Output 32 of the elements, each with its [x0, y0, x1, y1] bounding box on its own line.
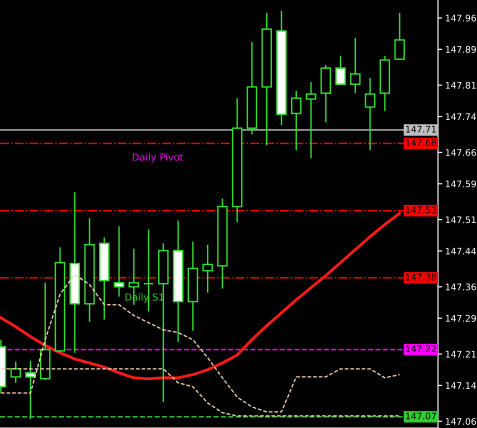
ref-line-label: 147.68: [406, 139, 436, 146]
line-series: [0, 212, 401, 380]
ref-line-label: 147.22: [406, 345, 436, 352]
y-tick-label: 147.66: [446, 149, 476, 156]
y-tick-label: 147.81: [446, 82, 476, 89]
y-tick-label: 147.29: [446, 314, 476, 322]
y-tick-label: 147.21: [446, 350, 476, 358]
candlestick: [290, 90, 302, 151]
y-tick-label: 147.06: [446, 418, 476, 425]
y-tick-label: 147.59: [446, 180, 476, 188]
y-tick-label: 147.14: [446, 382, 476, 389]
candlestick: [114, 226, 124, 298]
y-tick-label: 147.51: [446, 216, 476, 224]
line-series: [0, 274, 400, 412]
candlestick: [25, 360, 36, 420]
candlestick: [335, 55, 346, 85]
ref-line-label: 147.71: [406, 126, 436, 132]
y-tick-label: 147.89: [446, 46, 476, 53]
y-tick-label: 147.44: [446, 248, 476, 254]
annotation: Daily Pivot: [132, 153, 184, 163]
ref-line-label: 147.38: [406, 274, 436, 280]
candlestick: [202, 244, 213, 294]
candlestick: [394, 12, 405, 60]
candlestick: [10, 360, 21, 384]
candlestick: [350, 37, 361, 94]
ref-line-label: 147.07: [406, 412, 436, 420]
candlestick: [306, 81, 316, 159]
y-tick-label: 147.96: [446, 14, 476, 22]
ref-line-label: 147.53: [406, 206, 436, 214]
y-tick-label: 147.74: [446, 113, 476, 120]
y-tick-label: 147.36: [446, 284, 476, 290]
candlestick: [364, 77, 376, 151]
